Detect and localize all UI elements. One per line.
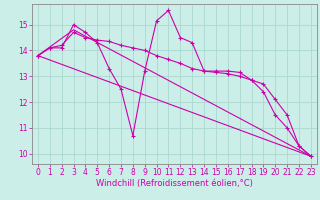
X-axis label: Windchill (Refroidissement éolien,°C): Windchill (Refroidissement éolien,°C) (96, 179, 253, 188)
